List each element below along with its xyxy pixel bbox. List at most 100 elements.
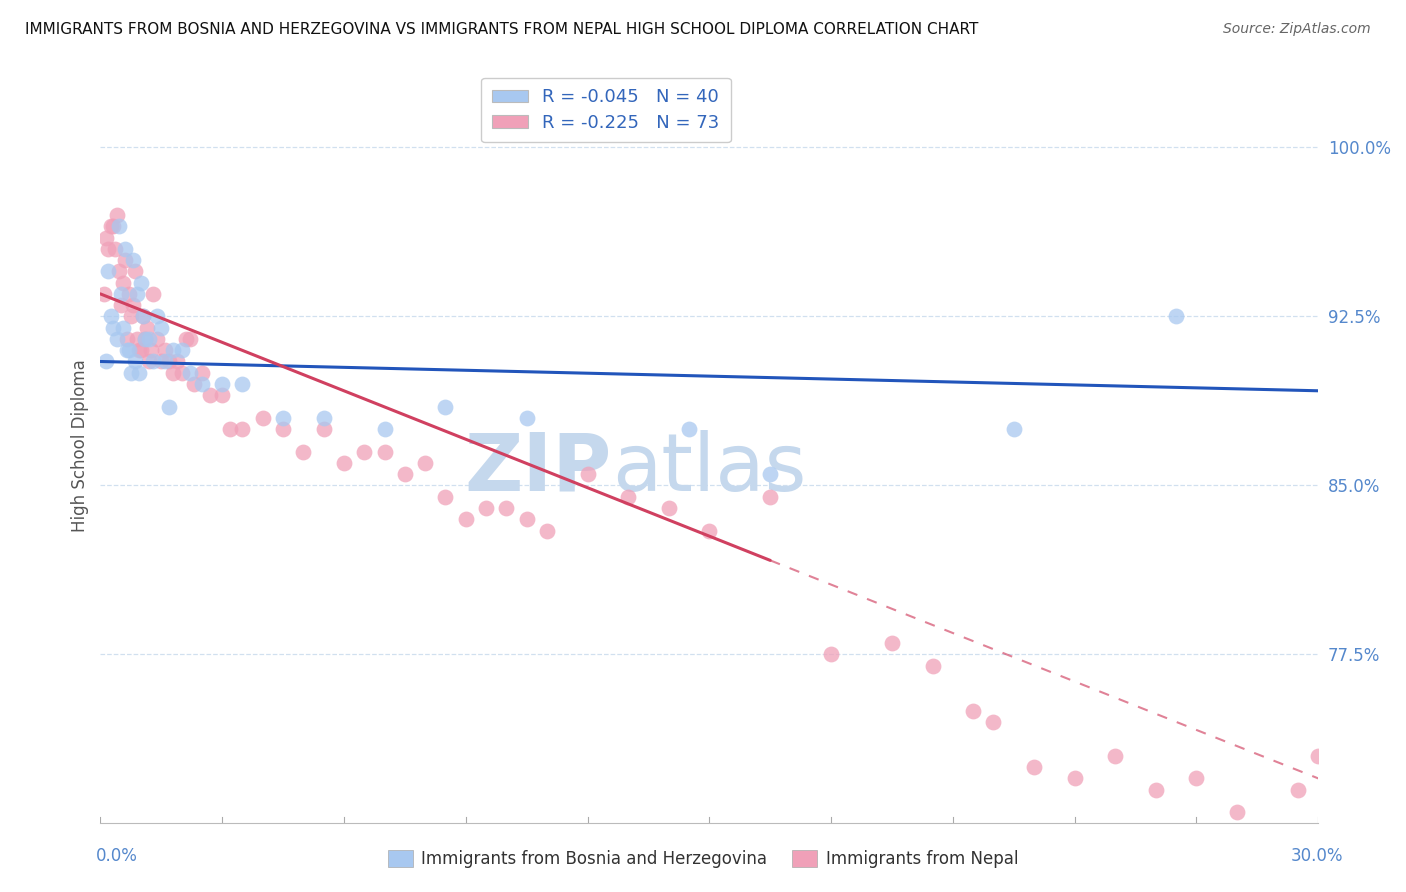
Point bbox=[1104, 748, 1126, 763]
Text: IMMIGRANTS FROM BOSNIA AND HERZEGOVINA VS IMMIGRANTS FROM NEPAL HIGH SCHOOL DIPL: IMMIGRANTS FROM BOSNIA AND HERZEGOVINA V… bbox=[25, 22, 979, 37]
Point bbox=[115, 332, 138, 346]
Point bbox=[162, 366, 184, 380]
Point bbox=[271, 410, 294, 425]
Point bbox=[134, 332, 156, 346]
Point bbox=[1286, 782, 1309, 797]
Point bbox=[136, 320, 159, 334]
Point bbox=[157, 354, 180, 368]
Point bbox=[1185, 772, 1208, 786]
Point bbox=[211, 377, 233, 392]
Point bbox=[128, 343, 150, 358]
Point bbox=[120, 366, 142, 380]
Point bbox=[516, 512, 538, 526]
Point bbox=[101, 219, 124, 234]
Point bbox=[120, 310, 142, 324]
Point bbox=[155, 354, 177, 368]
Point bbox=[880, 636, 903, 650]
Point bbox=[139, 343, 162, 358]
Point bbox=[96, 354, 118, 368]
Point bbox=[114, 253, 136, 268]
Point bbox=[658, 500, 681, 515]
Point bbox=[271, 422, 294, 436]
Point bbox=[107, 219, 129, 234]
Point bbox=[105, 332, 128, 346]
Point bbox=[150, 354, 173, 368]
Point bbox=[118, 286, 141, 301]
Point bbox=[183, 377, 205, 392]
Point bbox=[115, 343, 138, 358]
Point bbox=[146, 332, 169, 346]
Point bbox=[231, 422, 253, 436]
Y-axis label: High School Diploma: High School Diploma bbox=[72, 359, 89, 533]
Point bbox=[103, 242, 125, 256]
Point bbox=[150, 320, 173, 334]
Point bbox=[124, 264, 146, 278]
Point bbox=[191, 377, 214, 392]
Point bbox=[394, 467, 416, 482]
Point bbox=[921, 658, 943, 673]
Point bbox=[759, 467, 782, 482]
Point bbox=[231, 377, 253, 392]
Point bbox=[142, 354, 165, 368]
Point bbox=[697, 524, 720, 538]
Point bbox=[170, 343, 193, 358]
Point bbox=[820, 648, 842, 662]
Point bbox=[576, 467, 599, 482]
Point bbox=[121, 253, 143, 268]
Point bbox=[110, 286, 132, 301]
Point bbox=[138, 332, 160, 346]
Text: 0.0%: 0.0% bbox=[96, 847, 138, 864]
Point bbox=[191, 366, 214, 380]
Point bbox=[333, 456, 356, 470]
Point bbox=[170, 366, 193, 380]
Point bbox=[1308, 748, 1330, 763]
Point bbox=[132, 310, 155, 324]
Point bbox=[114, 242, 136, 256]
Point bbox=[118, 343, 141, 358]
Point bbox=[292, 444, 315, 458]
Legend: R = -0.045   N = 40, R = -0.225   N = 73: R = -0.045 N = 40, R = -0.225 N = 73 bbox=[481, 78, 731, 143]
Point bbox=[617, 490, 640, 504]
Legend: Immigrants from Bosnia and Herzegovina, Immigrants from Nepal: Immigrants from Bosnia and Herzegovina, … bbox=[381, 843, 1025, 875]
Point bbox=[179, 366, 201, 380]
Point bbox=[495, 500, 517, 515]
Text: 30.0%: 30.0% bbox=[1291, 847, 1343, 864]
Point bbox=[434, 400, 457, 414]
Point bbox=[353, 444, 375, 458]
Point bbox=[1022, 760, 1045, 774]
Point bbox=[97, 264, 120, 278]
Point bbox=[1063, 772, 1085, 786]
Point bbox=[1166, 310, 1188, 324]
Point bbox=[312, 410, 335, 425]
Point bbox=[413, 456, 436, 470]
Point bbox=[107, 264, 129, 278]
Point bbox=[97, 242, 120, 256]
Point bbox=[198, 388, 221, 402]
Point bbox=[166, 354, 188, 368]
Point bbox=[101, 320, 124, 334]
Point bbox=[516, 410, 538, 425]
Point bbox=[373, 444, 395, 458]
Point bbox=[105, 208, 128, 222]
Point bbox=[179, 332, 201, 346]
Point bbox=[454, 512, 477, 526]
Point bbox=[138, 354, 160, 368]
Text: atlas: atlas bbox=[612, 430, 806, 508]
Point bbox=[157, 400, 180, 414]
Point bbox=[93, 286, 115, 301]
Point bbox=[983, 714, 1005, 729]
Point bbox=[678, 422, 700, 436]
Point bbox=[174, 332, 197, 346]
Point bbox=[128, 366, 150, 380]
Point bbox=[121, 298, 143, 312]
Point bbox=[536, 524, 558, 538]
Point bbox=[219, 422, 242, 436]
Point bbox=[96, 230, 118, 244]
Point bbox=[100, 310, 122, 324]
Point bbox=[1002, 422, 1025, 436]
Point bbox=[312, 422, 335, 436]
Point bbox=[475, 500, 498, 515]
Text: Source: ZipAtlas.com: Source: ZipAtlas.com bbox=[1223, 22, 1371, 37]
Point bbox=[146, 310, 169, 324]
Point bbox=[111, 276, 134, 290]
